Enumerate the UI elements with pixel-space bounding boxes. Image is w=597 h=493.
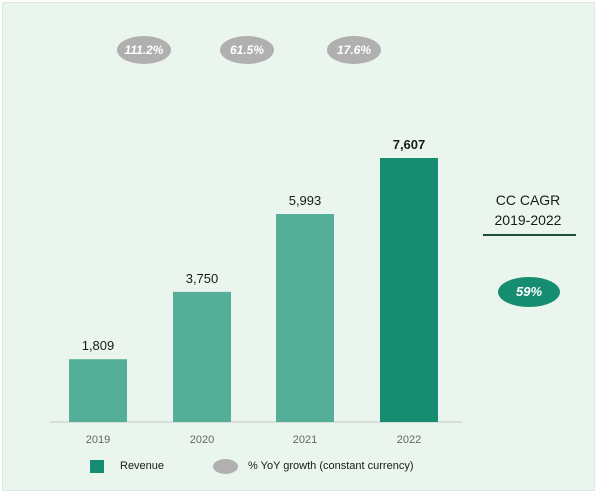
x-tick-label-2020: 2020 [190,434,214,446]
growth-pill-shape [220,36,274,64]
legend-growth-label: % YoY growth (constant currency) [248,460,414,472]
cagr-title-line2: 2019-2022 [494,212,562,228]
growth-pill-shape [117,36,171,64]
legend-revenue-swatch [90,460,104,473]
growth-pill-3: 17.6% [327,36,381,64]
cagr-divider [483,234,576,236]
growth-pill-label: 111.2% [125,43,164,57]
bar-2019 [69,359,127,422]
growth-pill-2: 61.5% [220,36,274,64]
bar-2022 [380,158,438,422]
cagr-value-badge: 59% [498,277,560,307]
bar-value-label-2021: 5,993 [289,193,322,208]
x-tick-label-2021: 2021 [293,434,317,446]
legend-revenue-label: Revenue [120,460,165,472]
bar-value-label-2020: 3,750 [186,271,219,286]
x-tick-label-2022: 2022 [397,434,421,446]
x-tick-labels: 2019 2020 2021 2022 [86,434,421,446]
growth-pill-1: 111.2% [117,36,171,64]
cagr-title-line1: CC CAGR [495,192,561,208]
bar-value-labels: 1,809 3,750 5,993 7,607 [82,137,426,353]
bars [69,158,438,422]
bar-2020 [173,291,231,422]
growth-pills: 111.2% 61.5% 17.6% [117,36,381,64]
x-tick-label-2019: 2019 [86,434,110,446]
growth-pill-label: 61.5% [230,43,264,57]
bar-value-label-2019: 1,809 [82,338,115,353]
bar-2021 [276,214,334,422]
bar-value-label-2022: 7,607 [393,137,426,152]
growth-pill-shape [327,36,381,64]
legend-growth-swatch [213,459,238,474]
growth-pill-label: 17.6% [337,43,371,57]
